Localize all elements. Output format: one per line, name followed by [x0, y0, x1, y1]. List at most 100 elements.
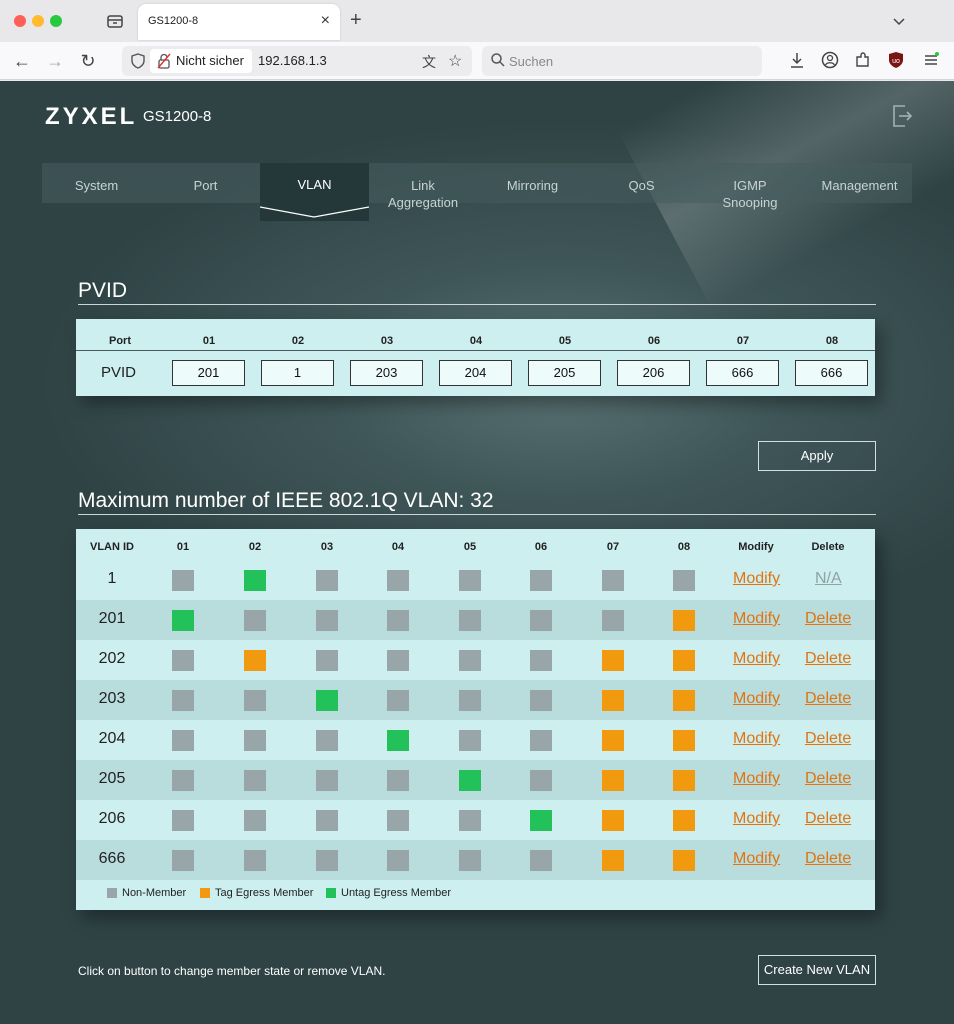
delete-link[interactable]: Delete	[805, 610, 852, 627]
port-member-toggle-03[interactable]	[316, 650, 338, 671]
close-window-button[interactable]	[14, 15, 26, 27]
port-member-toggle-07[interactable]	[602, 690, 624, 711]
port-member-toggle-02[interactable]	[244, 770, 266, 791]
extensions-icon[interactable]	[854, 51, 874, 71]
port-member-toggle-07[interactable]	[602, 610, 624, 631]
delete-link[interactable]: Delete	[805, 690, 852, 707]
chevron-down-icon[interactable]	[890, 12, 908, 30]
port-member-toggle-05[interactable]	[459, 730, 481, 751]
port-member-toggle-03[interactable]	[316, 770, 338, 791]
forward-icon[interactable]: →	[46, 51, 64, 71]
port-member-toggle-08[interactable]	[673, 690, 695, 711]
new-tab-icon[interactable]: +	[350, 9, 362, 31]
logout-icon[interactable]	[890, 103, 914, 129]
maximize-window-button[interactable]	[50, 15, 62, 27]
port-member-toggle-08[interactable]	[673, 570, 695, 591]
pvid-input-port-03[interactable]: 203	[350, 360, 423, 386]
port-member-toggle-02[interactable]	[244, 650, 266, 671]
modify-link[interactable]: Modify	[733, 810, 781, 827]
port-member-toggle-07[interactable]	[602, 810, 624, 831]
port-member-toggle-03[interactable]	[316, 570, 338, 591]
back-icon[interactable]: ←	[13, 51, 31, 71]
port-member-toggle-02[interactable]	[244, 610, 266, 631]
port-member-toggle-03[interactable]	[316, 850, 338, 871]
port-member-toggle-04[interactable]	[387, 690, 409, 711]
port-member-toggle-02[interactable]	[244, 850, 266, 871]
port-member-toggle-05[interactable]	[459, 650, 481, 671]
menu-item-system[interactable]: System	[74, 178, 119, 193]
port-member-toggle-08[interactable]	[673, 730, 695, 751]
download-icon[interactable]	[788, 51, 808, 71]
port-member-toggle-01[interactable]	[172, 770, 194, 791]
ublock-icon[interactable]: uo	[887, 51, 907, 71]
delete-link[interactable]: Delete	[805, 650, 852, 667]
port-member-toggle-07[interactable]	[602, 730, 624, 751]
menu-item-port[interactable]: Port	[193, 178, 218, 193]
menu-item-management[interactable]: Management	[821, 178, 898, 193]
modify-link[interactable]: Modify	[733, 570, 781, 587]
port-member-toggle-05[interactable]	[459, 570, 481, 591]
reload-icon[interactable]: ↻	[80, 51, 96, 71]
pvid-input-port-04[interactable]: 204	[439, 360, 512, 386]
port-member-toggle-04[interactable]	[387, 650, 409, 671]
tab-overview-icon[interactable]	[106, 12, 124, 30]
modify-link[interactable]: Modify	[733, 730, 781, 747]
port-member-toggle-05[interactable]	[459, 610, 481, 631]
security-indicator[interactable]: Nicht sicher	[150, 49, 252, 73]
pvid-input-port-02[interactable]: 1	[261, 360, 334, 386]
browser-tab[interactable]: GS1200-8 ×	[138, 4, 340, 40]
url-text[interactable]: 192.168.1.3	[258, 53, 327, 68]
port-member-toggle-04[interactable]	[387, 770, 409, 791]
delete-link[interactable]: Delete	[805, 730, 852, 747]
port-member-toggle-05[interactable]	[459, 810, 481, 831]
menu-item-link-aggregation[interactable]: Link Aggregation	[387, 178, 459, 210]
create-vlan-button[interactable]: Create New VLAN	[758, 955, 876, 985]
menu-item-vlan[interactable]: VLAN	[260, 163, 369, 221]
shield-icon[interactable]	[130, 53, 146, 74]
port-member-toggle-07[interactable]	[602, 650, 624, 671]
port-member-toggle-06[interactable]	[530, 610, 552, 631]
translate-icon[interactable]: 文	[422, 54, 436, 70]
port-member-toggle-08[interactable]	[673, 850, 695, 871]
port-member-toggle-08[interactable]	[673, 610, 695, 631]
port-member-toggle-01[interactable]	[172, 730, 194, 751]
port-member-toggle-08[interactable]	[673, 650, 695, 671]
port-member-toggle-02[interactable]	[244, 730, 266, 751]
port-member-toggle-08[interactable]	[673, 770, 695, 791]
port-member-toggle-01[interactable]	[172, 810, 194, 831]
modify-link[interactable]: Modify	[733, 770, 781, 787]
pvid-input-port-06[interactable]: 206	[617, 360, 690, 386]
port-member-toggle-04[interactable]	[387, 610, 409, 631]
port-member-toggle-06[interactable]	[530, 570, 552, 591]
apply-button[interactable]: Apply	[758, 441, 876, 471]
port-member-toggle-06[interactable]	[530, 730, 552, 751]
delete-link[interactable]: Delete	[805, 770, 852, 787]
port-member-toggle-07[interactable]	[602, 850, 624, 871]
port-member-toggle-08[interactable]	[673, 810, 695, 831]
pvid-input-port-01[interactable]: 201	[172, 360, 245, 386]
delete-link[interactable]: Delete	[805, 810, 852, 827]
tab-close-icon[interactable]: ×	[320, 12, 330, 29]
port-member-toggle-04[interactable]	[387, 810, 409, 831]
port-member-toggle-06[interactable]	[530, 770, 552, 791]
minimize-window-button[interactable]	[32, 15, 44, 27]
port-member-toggle-05[interactable]	[459, 690, 481, 711]
pvid-input-port-08[interactable]: 666	[795, 360, 868, 386]
modify-link[interactable]: Modify	[733, 690, 781, 707]
menu-item-igmp-snooping[interactable]: IGMP Snooping	[722, 178, 778, 210]
port-member-toggle-04[interactable]	[387, 570, 409, 591]
port-member-toggle-03[interactable]	[316, 730, 338, 751]
port-member-toggle-04[interactable]	[387, 730, 409, 751]
menu-item-qos[interactable]: QoS	[628, 178, 655, 193]
modify-link[interactable]: Modify	[733, 610, 781, 627]
account-icon[interactable]	[821, 51, 841, 71]
pvid-input-port-07[interactable]: 666	[706, 360, 779, 386]
menu-icon[interactable]	[922, 51, 942, 71]
bookmark-star-icon[interactable]: ☆	[448, 53, 463, 70]
port-member-toggle-01[interactable]	[172, 650, 194, 671]
port-member-toggle-06[interactable]	[530, 810, 552, 831]
port-member-toggle-06[interactable]	[530, 690, 552, 711]
port-member-toggle-01[interactable]	[172, 690, 194, 711]
port-member-toggle-06[interactable]	[530, 850, 552, 871]
port-member-toggle-01[interactable]	[172, 850, 194, 871]
